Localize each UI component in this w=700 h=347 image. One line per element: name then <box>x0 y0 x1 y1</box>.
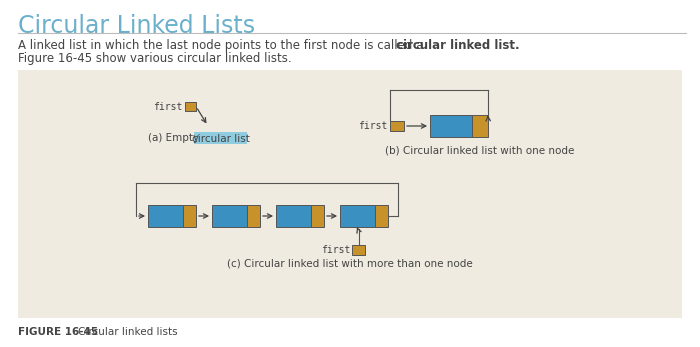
Bar <box>148 205 183 227</box>
Bar <box>352 245 365 255</box>
Text: (b) Circular linked list with one node: (b) Circular linked list with one node <box>385 145 575 155</box>
Bar <box>212 205 247 227</box>
Bar <box>472 115 488 137</box>
Text: circular list: circular list <box>192 134 249 144</box>
Bar <box>183 205 196 227</box>
Text: Figure 16-45 show various circular linked lists.: Figure 16-45 show various circular linke… <box>18 52 292 65</box>
Bar <box>247 205 260 227</box>
Bar <box>375 205 388 227</box>
Text: FIGURE 16-45: FIGURE 16-45 <box>18 327 98 337</box>
Bar <box>185 102 196 111</box>
Text: first: first <box>358 121 387 131</box>
Text: first: first <box>153 102 182 111</box>
Text: (c) Circular linked list with more than one node: (c) Circular linked list with more than … <box>227 259 473 269</box>
Text: A linked list in which the last node points to the first node is called a: A linked list in which the last node poi… <box>18 39 427 52</box>
Text: first: first <box>321 245 350 255</box>
Bar <box>194 132 247 144</box>
Text: Circular Linked Lists: Circular Linked Lists <box>18 14 255 38</box>
Bar <box>340 205 375 227</box>
Bar <box>276 205 311 227</box>
Text: circular linked list.: circular linked list. <box>396 39 519 52</box>
Text: Circular linked lists: Circular linked lists <box>78 327 178 337</box>
Text: (a) Empty: (a) Empty <box>148 133 202 143</box>
Bar <box>311 205 324 227</box>
Bar <box>390 121 404 131</box>
Bar <box>430 115 472 137</box>
Bar <box>18 70 682 318</box>
